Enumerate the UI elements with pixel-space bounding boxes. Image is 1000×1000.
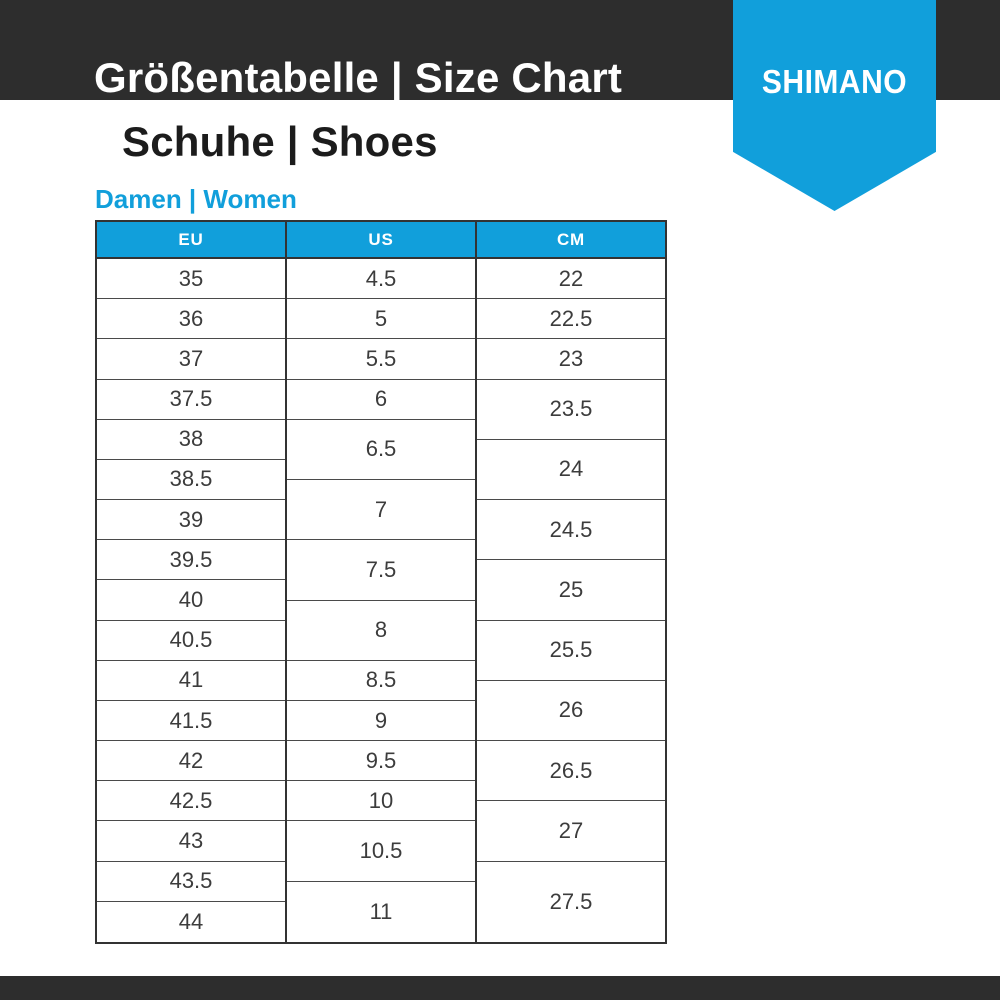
size-cell: 26.5 — [477, 741, 665, 802]
shimano-logo: SHIMANO — [761, 63, 908, 101]
size-cell: 43 — [97, 821, 285, 862]
bottom-band — [0, 976, 1000, 1000]
size-cell: 5.5 — [287, 339, 475, 380]
size-cell: 26 — [477, 681, 665, 742]
size-cell: 41.5 — [97, 701, 285, 742]
size-cell: 6 — [287, 380, 475, 420]
size-cell: 9 — [287, 701, 475, 742]
size-cell: 42 — [97, 741, 285, 782]
size-cell: 22.5 — [477, 299, 665, 340]
size-cell: 24 — [477, 440, 665, 501]
size-cell: 23 — [477, 339, 665, 380]
size-cell: 9.5 — [287, 741, 475, 782]
size-cell: 7.5 — [287, 540, 475, 601]
column-header-eu: EU — [97, 222, 287, 257]
size-cell: 24.5 — [477, 500, 665, 561]
size-cell: 25 — [477, 560, 665, 621]
size-cell: 6.5 — [287, 420, 475, 480]
size-cell: 8 — [287, 601, 475, 661]
section-label-women: Damen | Women — [95, 184, 297, 214]
size-cell: 38 — [97, 420, 285, 460]
size-cell: 8.5 — [287, 661, 475, 701]
size-cell: 39 — [97, 500, 285, 541]
size-cell: 37 — [97, 339, 285, 380]
size-cell: 10.5 — [287, 821, 475, 882]
size-cell: 41 — [97, 661, 285, 701]
column-us: 4.5 5 5.5 6 6.5 7 7.5 8 8.5 9 9.5 10 10.5 11 — [287, 259, 477, 942]
table-body: 35 36 37 37.5 38 38.5 39 39.5 40 40.5 41 41.5 42 42.5… — [97, 259, 665, 942]
size-cell: 38.5 — [97, 460, 285, 501]
size-cell: 11 — [369, 898, 393, 924]
column-header-cm: CM — [556, 229, 586, 249]
table-header-row: EU US CM — [97, 222, 665, 259]
size-table: EU US CM 35 36 37 37.5 38 38.5 39 39.5 40 40.5 41 4… — [95, 220, 667, 944]
size-cell: 42.5 — [97, 781, 285, 822]
shimano-ribbon: SHIMANO — [733, 0, 936, 211]
size-cell: 4.5 — [287, 259, 475, 300]
size-cell: 36 — [97, 299, 285, 340]
size-cell: 10 — [287, 781, 475, 822]
size-cell: 25.5 — [477, 621, 665, 681]
page-title: Größentabelle | Size Chart — [94, 54, 623, 101]
size-cell: 35 — [97, 259, 285, 300]
size-cell: 7 — [287, 480, 475, 541]
size-cell: 43.5 — [97, 862, 285, 902]
column-eu: 35 36 37 37.5 38 38.5 39 39.5 40 40.5 41 41.5 42 42.5… — [97, 259, 287, 942]
page-subtitle: Schuhe | Shoes — [122, 118, 438, 165]
column-header-us: US — [287, 222, 477, 257]
size-cell: 40.5 — [97, 621, 285, 661]
size-cell: 5 — [287, 299, 475, 340]
size-cell: 37.5 — [97, 380, 285, 420]
size-cell: 27.5 — [549, 888, 593, 914]
size-cell: 39.5 — [97, 540, 285, 581]
size-cell: 40 — [97, 580, 285, 621]
size-cell: 27 — [477, 801, 665, 862]
size-cell: 23.5 — [477, 380, 665, 440]
size-cell: 44 — [178, 908, 204, 934]
size-cell: 22 — [477, 259, 665, 300]
column-cm: 22 22.5 23 23.5 24 24.5 25 25.5 26 26.5 27 27.5 — [477, 259, 665, 942]
